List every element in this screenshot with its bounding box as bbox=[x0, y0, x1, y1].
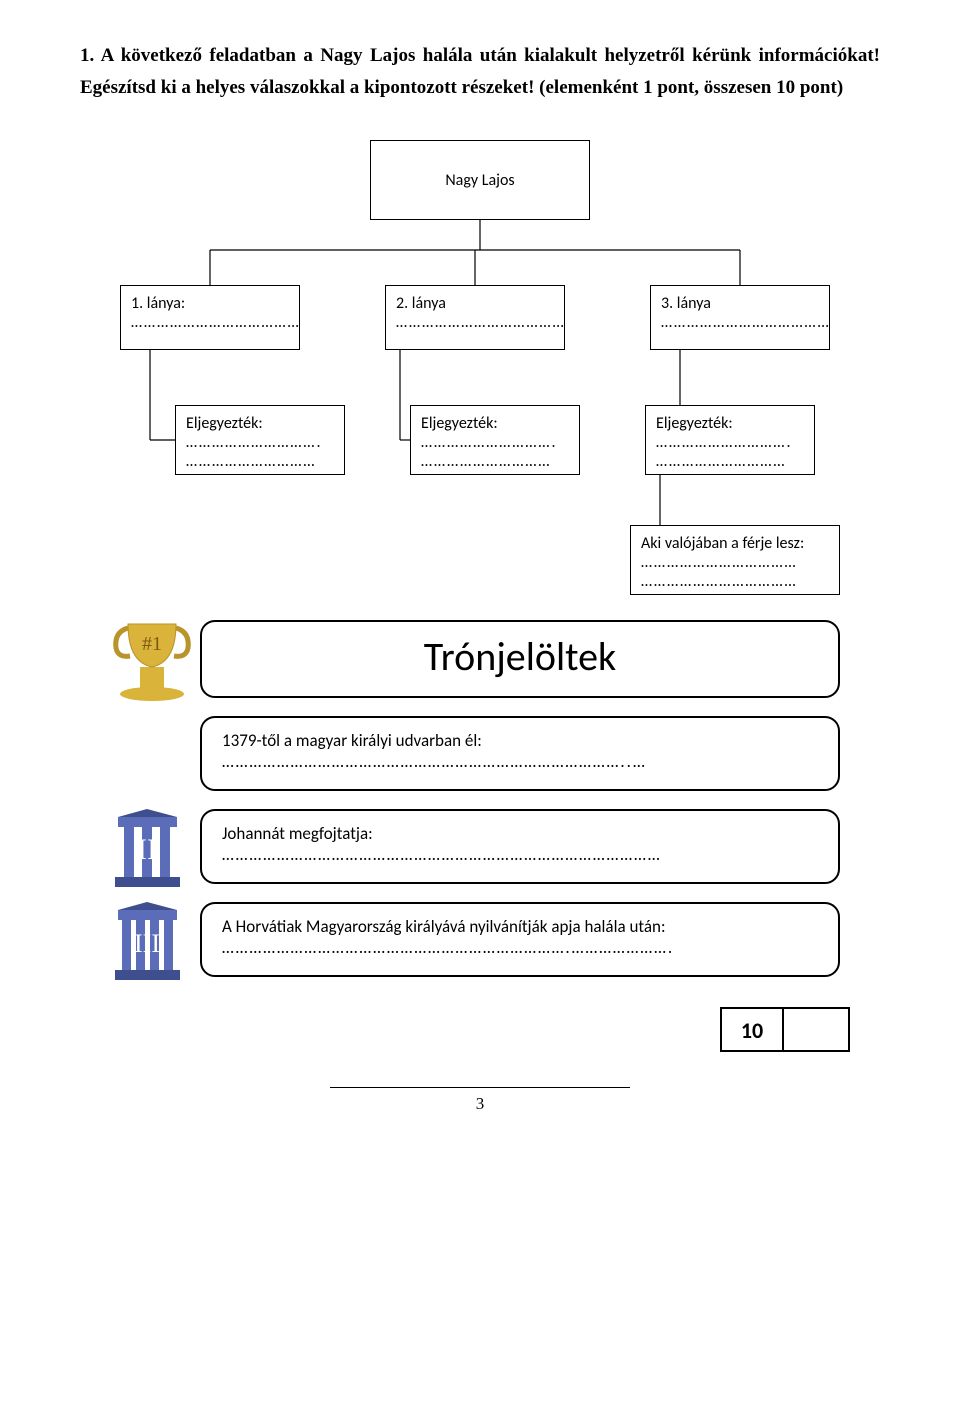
task-number: 1. bbox=[80, 45, 94, 66]
svg-text:II: II bbox=[137, 833, 157, 866]
engaged2-dots2: ………………………… bbox=[421, 452, 569, 471]
candidate1-dots: ……………………………………………………………………………..… bbox=[222, 751, 818, 772]
engaged1-dots2: ………………………… bbox=[186, 452, 334, 471]
candidate2-dots: …………………………………………………………………………………… bbox=[222, 844, 818, 865]
svg-text:#1: #1 bbox=[142, 633, 162, 655]
page-number: 3 bbox=[476, 1094, 485, 1113]
pillar-icon-2: III bbox=[110, 902, 185, 987]
candidate-item-3: A Horvátiak Magyarország királyává nyilv… bbox=[200, 902, 840, 977]
daughter2-label: 2. lánya bbox=[396, 294, 554, 313]
daughter3-label: 3. lánya bbox=[661, 294, 819, 313]
daughter2-dots: ………………………………… bbox=[396, 313, 554, 332]
root-box: Nagy Lajos bbox=[370, 140, 590, 220]
svg-text:III: III bbox=[134, 929, 160, 958]
candidates-title: Trónjelöltek bbox=[424, 632, 616, 681]
candidate3-dots: ………………………………………………………………….…………………. bbox=[222, 937, 818, 958]
engaged3-dots2: ………………………… bbox=[656, 452, 804, 471]
engaged-box-2: Eljegyezték: …………………………. ………………………… bbox=[410, 405, 580, 475]
task-scoring: (elemenként 1 pont, összesen 10 pont) bbox=[539, 77, 843, 98]
engaged-box-1: Eljegyezték: …………………………. ………………………… bbox=[175, 405, 345, 475]
candidates-title-box: Trónjelöltek bbox=[200, 620, 840, 698]
engaged2-label: Eljegyezték: bbox=[421, 414, 569, 433]
daughter1-dots: ………………………………… bbox=[131, 313, 289, 332]
page-footer: 3 bbox=[80, 1087, 880, 1114]
pillar-icon-1: II bbox=[110, 809, 185, 894]
root-label: Nagy Lajos bbox=[445, 171, 514, 190]
engaged-box-3: Eljegyezték: …………………………. ………………………… bbox=[645, 405, 815, 475]
candidates-section: #1 Trónjelöltek 1379-től a magyar király… bbox=[80, 620, 880, 977]
daughter-box-1: 1. lánya: ………………………………… bbox=[120, 285, 300, 350]
daughter-box-2: 2. lánya ………………………………… bbox=[385, 285, 565, 350]
husband-dots2: ……………………………… bbox=[641, 572, 829, 591]
candidate-item-2: Johannát megfojtatja: ………………………………………………… bbox=[200, 809, 840, 884]
husband-label: Aki valójában a férje lesz: bbox=[641, 534, 829, 553]
candidate1-text: 1379-től a magyar királyi udvarban él: bbox=[222, 730, 818, 751]
task-line1: A következő feladatban a Nagy Lajos halá… bbox=[101, 45, 752, 66]
engaged1-dots1: …………………………. bbox=[186, 433, 334, 452]
engaged3-label: Eljegyezték: bbox=[656, 414, 804, 433]
daughter-box-3: 3. lánya ………………………………… bbox=[650, 285, 830, 350]
task-header: 1. A következő feladatban a Nagy Lajos h… bbox=[80, 40, 880, 105]
trophy-icon: #1 bbox=[110, 612, 195, 707]
engaged2-dots1: …………………………. bbox=[421, 433, 569, 452]
score-value: 10 bbox=[722, 1017, 782, 1044]
score-box: 10 bbox=[720, 1007, 850, 1052]
engaged1-label: Eljegyezték: bbox=[186, 414, 334, 433]
husband-box: Aki valójában a férje lesz: ………………………………… bbox=[630, 525, 840, 595]
family-tree: Nagy Lajos 1. lánya: ………………………………… 2. lá… bbox=[80, 140, 880, 600]
husband-dots1: ……………………………… bbox=[641, 553, 829, 572]
candidate2-text: Johannát megfojtatja: bbox=[222, 823, 818, 844]
engaged3-dots1: …………………………. bbox=[656, 433, 804, 452]
daughter3-dots: ………………………………… bbox=[661, 313, 819, 332]
candidate3-text: A Horvátiak Magyarország királyává nyilv… bbox=[222, 916, 818, 937]
daughter1-label: 1. lánya: bbox=[131, 294, 289, 313]
candidate-item-1: 1379-től a magyar királyi udvarban él: …… bbox=[200, 716, 840, 791]
